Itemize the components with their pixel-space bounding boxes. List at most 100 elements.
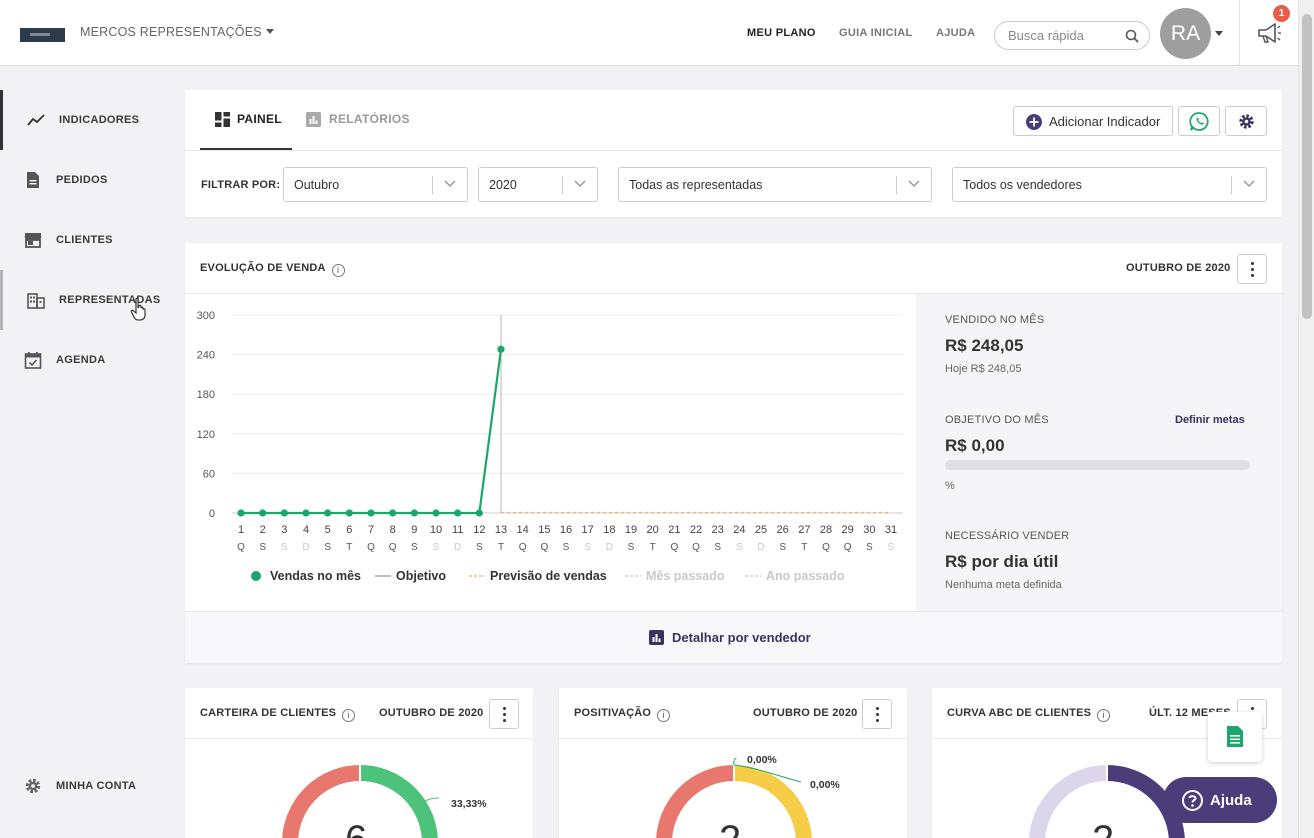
weekday-label: S: [779, 542, 786, 553]
sold-label: VENDIDO NO MÊS: [945, 314, 1045, 326]
divider: [562, 176, 563, 194]
weekday-label: D: [606, 542, 613, 553]
x-tick-label: 27: [798, 524, 810, 536]
legend-label: Objetivo: [396, 569, 446, 583]
search-icon[interactable]: [1125, 29, 1139, 43]
settings-button[interactable]: [1225, 106, 1267, 136]
weekday-label: S: [714, 542, 721, 553]
need-value: R$ por dia útil: [945, 552, 1059, 571]
help-button[interactable]: Ajuda: [1163, 777, 1277, 823]
define-goals-link[interactable]: Definir metas: [1175, 414, 1245, 426]
tab-relatorios[interactable]: RELATÓRIOS: [306, 90, 416, 151]
divider: [185, 150, 1282, 151]
year-select[interactable]: 2020: [478, 167, 598, 202]
client-portfolio-card: 33,33% 6: [185, 688, 533, 838]
tab-painel[interactable]: PAINEL: [200, 90, 292, 151]
legend-label: Previsão de vendas: [490, 569, 607, 583]
weekday-label: S: [563, 542, 570, 553]
info-icon[interactable]: i: [342, 709, 356, 722]
sales-point: [237, 509, 245, 517]
represented-select[interactable]: Todas as representadas: [618, 167, 932, 202]
info-icon[interactable]: i: [331, 264, 345, 277]
plus-circle-icon: [1026, 114, 1042, 130]
month-select[interactable]: Outubro: [283, 167, 468, 202]
abc-center-value: 2: [1092, 818, 1114, 838]
sidebar-item-indicadores[interactable]: INDICADORES: [0, 90, 168, 150]
x-tick-label: 13: [495, 524, 507, 536]
chevron-down-icon[interactable]: [1215, 31, 1223, 36]
sidebar-item-agenda[interactable]: AGENDA: [0, 330, 168, 390]
sidebar-item-minha-conta[interactable]: MINHA CONTA: [0, 756, 168, 816]
chevron-down-icon: [1243, 180, 1255, 188]
x-tick-label: 9: [411, 524, 417, 536]
sales-series-line: [241, 349, 503, 515]
divider: [1231, 176, 1232, 194]
sheet-document-icon: [1227, 726, 1243, 747]
divider: [185, 738, 533, 739]
x-tick-label: 10: [430, 524, 442, 536]
x-tick-label: 29: [842, 524, 854, 536]
sidebar-item-label: MINHA CONTA: [56, 780, 137, 792]
sidebar: INDICADORES PEDIDOS CLIENTES REPRESENTAD…: [0, 66, 168, 838]
goal-percent: %: [945, 480, 955, 492]
weekday-label: S: [411, 542, 418, 553]
sidebar-item-pedidos[interactable]: PEDIDOS: [0, 150, 168, 210]
link-meu-plano[interactable]: MEU PLANO: [747, 27, 816, 39]
info-icon[interactable]: i: [657, 709, 671, 722]
y-tick-label: 240: [197, 350, 215, 362]
weekday-label: Q: [844, 542, 852, 553]
weekday-label: D: [454, 542, 461, 553]
info-icon[interactable]: i: [1097, 709, 1111, 722]
scrollbar-thumb[interactable]: [1302, 14, 1312, 319]
sales-period: OUTUBRO DE 2020: [1126, 262, 1231, 274]
sidebar-item-label: PEDIDOS: [56, 174, 108, 186]
megaphone-icon[interactable]: [1256, 20, 1282, 46]
portfolio-menu-button[interactable]: [489, 699, 519, 729]
x-tick-label: 7: [368, 524, 374, 536]
x-tick-label: 25: [755, 524, 767, 536]
x-tick-label: 11: [452, 524, 463, 536]
y-tick-label: 300: [197, 310, 215, 322]
positivation-card: 0,00% 0,00% 2: [559, 688, 907, 838]
caret-down-icon: [265, 29, 274, 34]
divider: [559, 738, 907, 739]
x-tick-label: 8: [390, 524, 396, 536]
x-tick-label: 31: [885, 524, 897, 536]
add-indicator-button[interactable]: Adicionar Indicador: [1013, 106, 1173, 136]
weekday-label: Q: [822, 542, 830, 553]
sales-menu-button[interactable]: [1237, 254, 1267, 284]
positivation-label-1: 0,00%: [747, 754, 777, 766]
search-input[interactable]: [1008, 28, 1118, 43]
x-tick-label: 18: [603, 524, 615, 536]
link-guia-inicial[interactable]: GUIA INICIAL: [839, 27, 913, 39]
spreadsheet-button[interactable]: [1208, 712, 1262, 762]
today-value: Hoje R$ 248,05: [945, 363, 1022, 375]
x-tick-label: 21: [668, 524, 680, 536]
sales-point: [432, 509, 440, 517]
company-name: MERCOS REPRESENTAÇÕES: [80, 25, 262, 39]
link-ajuda[interactable]: AJUDA: [936, 27, 976, 39]
whatsapp-button[interactable]: [1178, 106, 1220, 136]
sellers-select[interactable]: Todos os vendedores: [952, 167, 1267, 202]
weekday-label: S: [476, 542, 483, 553]
weekday-label: S: [433, 542, 440, 553]
trend-icon: [27, 114, 45, 126]
page-scrollbar[interactable]: [1298, 0, 1314, 838]
company-selector[interactable]: MERCOS REPRESENTAÇÕES: [80, 25, 274, 39]
sidebar-item-representadas[interactable]: REPRESENTADAS: [0, 270, 168, 330]
card-title-text: EVOLUÇÃO DE VENDA: [200, 262, 326, 274]
positivation-menu-button[interactable]: [862, 699, 892, 729]
divider: [932, 738, 1282, 739]
positivation-period: OUTUBRO DE 2020: [753, 707, 858, 719]
sales-point: [389, 509, 397, 517]
sidebar-item-clientes[interactable]: CLIENTES: [0, 210, 168, 270]
positivation-center-value: 2: [719, 818, 741, 838]
positivation-donut-chart: [656, 758, 812, 838]
tab-label: RELATÓRIOS: [329, 112, 410, 126]
mercos-logo[interactable]: [20, 28, 65, 42]
x-tick-label: 2: [260, 524, 266, 536]
weekday-label: T: [801, 542, 807, 553]
help-label: Ajuda: [1210, 792, 1252, 809]
x-tick-label: 26: [777, 524, 789, 536]
avatar[interactable]: RA: [1160, 8, 1211, 59]
